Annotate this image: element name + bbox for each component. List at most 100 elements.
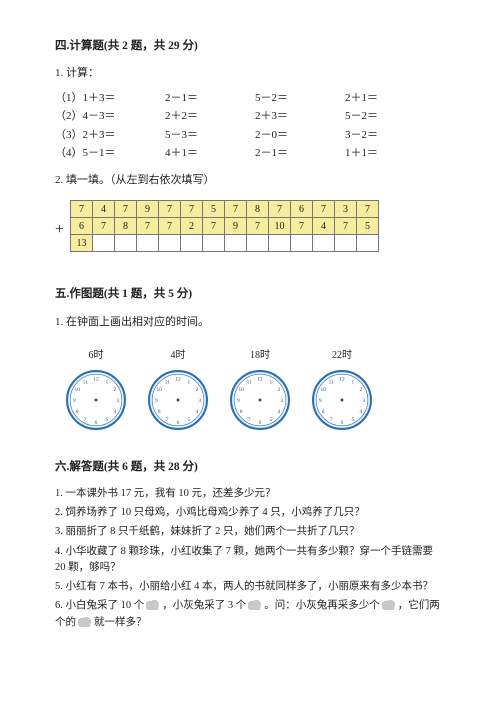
calc-cell: （4）5－1＝ [55, 145, 165, 162]
table-cell: 13 [71, 235, 93, 252]
svg-text:6: 6 [177, 420, 180, 426]
table-cell [313, 235, 335, 252]
table-cell: 4 [93, 201, 115, 218]
table-cell: 7 [335, 218, 357, 235]
svg-text:2: 2 [113, 387, 116, 393]
calc-cell: 2＋2＝ [165, 108, 255, 125]
calc-cell: 5－2＝ [255, 90, 345, 107]
svg-text:8: 8 [322, 409, 325, 415]
table-cell: 8 [115, 218, 137, 235]
table-cell [357, 235, 379, 252]
table-cell [335, 235, 357, 252]
svg-text:1: 1 [106, 379, 109, 385]
table-cell: 7 [159, 201, 181, 218]
clock-icon: 121234567891011 [147, 369, 209, 431]
sec6-title: 六.解答题(共 6 题，共 28 分) [55, 459, 445, 476]
calc-cell: 2＋1＝ [345, 90, 435, 107]
table-cell [159, 235, 181, 252]
table-cell: 7 [181, 201, 203, 218]
svg-text:11: 11 [247, 379, 252, 385]
calc-cell: 3－2＝ [345, 127, 435, 144]
svg-text:12: 12 [339, 376, 345, 382]
svg-text:3: 3 [362, 398, 365, 404]
svg-text:3: 3 [198, 398, 201, 404]
table-cell: 2 [181, 218, 203, 235]
calc-cell: 2＋3＝ [255, 108, 345, 125]
svg-text:2: 2 [195, 387, 198, 393]
sec4-p1: 1. 计算： [55, 65, 445, 82]
table-cell: 7 [269, 201, 291, 218]
svg-text:12: 12 [257, 376, 263, 382]
addition-table-wrap: + 74797757876737 678772797107475 13 [55, 200, 445, 252]
clock-label: 4时 [171, 348, 186, 363]
calc-cell: （1）1＋3＝ [55, 90, 165, 107]
svg-text:5: 5 [270, 417, 273, 423]
sec5-title: 五.作图题(共 1 题，共 5 分) [55, 286, 445, 303]
table-cell [225, 235, 247, 252]
calc-cell: 5－2＝ [345, 108, 435, 125]
svg-text:9: 9 [319, 398, 322, 404]
clock-label: 18时 [250, 348, 270, 363]
calc-cell: 2－1＝ [255, 145, 345, 162]
svg-text:5: 5 [106, 417, 109, 423]
calc-cell: （2）4－3＝ [55, 108, 165, 125]
svg-text:10: 10 [239, 387, 245, 393]
qa-item: 5. 小红有 7 本书，小丽给小红 4 本，两人的书就同样多了，小丽原来有多少本… [55, 579, 445, 595]
table-cell [291, 235, 313, 252]
sec4-p2: 2. 填一填。（从左到右依次填写） [55, 172, 445, 189]
calc-cell: 2－0＝ [255, 127, 345, 144]
table-cell: 9 [137, 201, 159, 218]
table-cell: 6 [71, 218, 93, 235]
svg-text:8: 8 [240, 409, 243, 415]
svg-text:5: 5 [352, 417, 355, 423]
table-cell: 7 [71, 201, 93, 218]
svg-text:2: 2 [359, 387, 362, 393]
table-cell: 7 [291, 218, 313, 235]
svg-text:4: 4 [113, 409, 116, 415]
svg-text:11: 11 [83, 379, 88, 385]
clock-unit: 4时 121234567891011 [147, 348, 209, 437]
table-cell [137, 235, 159, 252]
table-cell: 7 [93, 218, 115, 235]
clock-label: 6时 [89, 348, 104, 363]
table-row: 678772797107475 [71, 218, 379, 235]
svg-text:1: 1 [270, 379, 273, 385]
svg-text:8: 8 [158, 409, 161, 415]
addition-table: 74797757876737 678772797107475 13 [70, 200, 379, 252]
svg-text:1: 1 [352, 379, 355, 385]
svg-text:1: 1 [188, 379, 191, 385]
calc-row: （1）1＋3＝ 2－1＝ 5－2＝ 2＋1＝ [55, 90, 445, 107]
svg-text:3: 3 [280, 398, 283, 404]
svg-text:12: 12 [175, 376, 181, 382]
table-cell: 7 [357, 201, 379, 218]
table-cell: 9 [225, 218, 247, 235]
qa-item: 4. 小华收藏了 8 颗珍珠，小红收集了 7 颗，她两个一共有多少颗？穿一个手链… [55, 544, 445, 577]
table-cell: 3 [335, 201, 357, 218]
svg-text:7: 7 [330, 417, 333, 423]
calc-row: （3）2＋3＝ 5－3＝ 2－0＝ 3－2＝ [55, 127, 445, 144]
svg-text:9: 9 [237, 398, 240, 404]
svg-text:5: 5 [188, 417, 191, 423]
mushroom-icon [78, 616, 92, 627]
table-row: 74797757876737 [71, 201, 379, 218]
table-cell: 5 [203, 201, 225, 218]
table-cell [115, 235, 137, 252]
svg-text:2: 2 [277, 387, 280, 393]
svg-text:9: 9 [155, 398, 158, 404]
table-cell [247, 235, 269, 252]
calc-cell: 2－1＝ [165, 90, 255, 107]
svg-text:4: 4 [277, 409, 280, 415]
table-cell: 7 [225, 201, 247, 218]
calc-row: （2）4－3＝ 2＋2＝ 2＋3＝ 5－2＝ [55, 108, 445, 125]
calc-cell: 5－3＝ [165, 127, 255, 144]
table-cell: 7 [247, 218, 269, 235]
mushroom-icon [382, 599, 396, 610]
clock-unit: 6时 121234567891011 [65, 348, 127, 437]
clock-unit: 18时 121234567891011 [229, 348, 291, 437]
calc-row: （4）5－1＝ 4＋1＝ 2－1＝ 1＋1＝ [55, 145, 445, 162]
table-cell: 7 [313, 201, 335, 218]
svg-text:12: 12 [93, 376, 99, 382]
svg-text:10: 10 [75, 387, 81, 393]
calc-cell: 1＋1＝ [345, 145, 435, 162]
table-cell: 7 [115, 201, 137, 218]
